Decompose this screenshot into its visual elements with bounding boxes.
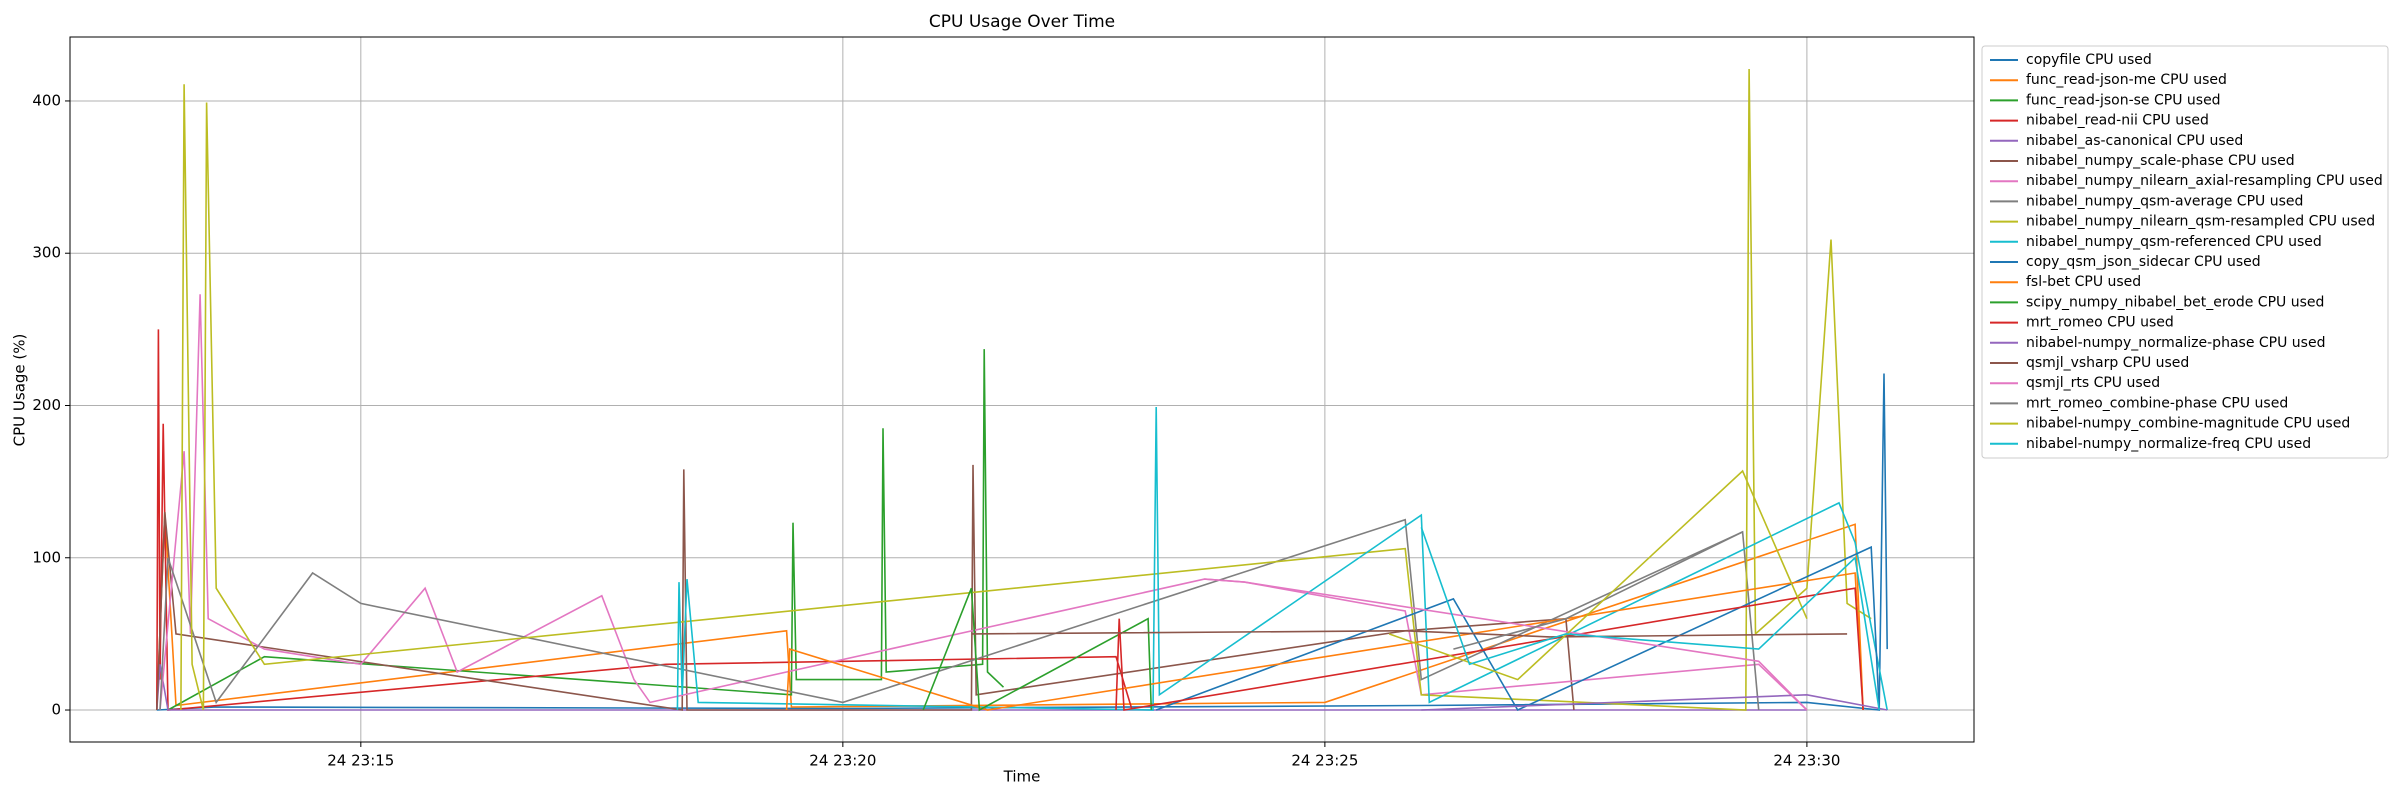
plot-lines xyxy=(156,68,1888,712)
legend-label: qsmjl_rts CPU used xyxy=(2026,375,2160,391)
legend-label: qsmjl_vsharp CPU used xyxy=(2026,355,2189,371)
series-line xyxy=(1388,469,1808,681)
series-line xyxy=(156,464,1575,711)
x-tick-label: 24 23:15 xyxy=(327,752,394,770)
x-tick-label: 24 23:20 xyxy=(809,752,876,770)
plot-frame xyxy=(69,36,1975,743)
x-axis-label: Time xyxy=(1003,768,1041,786)
legend-label: func_read-json-se CPU used xyxy=(2026,92,2221,108)
y-tick-label: 300 xyxy=(32,244,61,262)
series-line xyxy=(1421,693,1888,711)
legend-label: nibabel_numpy_nilearn_qsm-resampled CPU … xyxy=(2026,214,2375,230)
series-line xyxy=(922,587,1153,712)
series-line xyxy=(167,349,1005,711)
series-line xyxy=(676,406,1888,711)
x-tick-label: 24 23:30 xyxy=(1773,752,1840,770)
chart-title: CPU Usage Over Time xyxy=(929,12,1115,32)
y-tick-label: 400 xyxy=(32,91,61,109)
series-line xyxy=(180,68,1872,711)
y-axis-label: CPU Usage (%) xyxy=(11,334,29,447)
legend-box xyxy=(1981,45,2389,459)
legend-label: func_read-json-me CPU used xyxy=(2026,72,2227,88)
y-tick-label: 100 xyxy=(32,548,61,566)
legend-label: nibabel-numpy_combine-magnitude CPU used xyxy=(2026,416,2350,432)
legend-label: nibabel-numpy_normalize-freq CPU used xyxy=(2026,436,2311,452)
series-line xyxy=(1453,531,1743,650)
legend-label: nibabel_as-canonical CPU used xyxy=(2026,133,2243,149)
grid: 0 100 200 300 400 24 23:15 24 23:20 24 23:25 24 … xyxy=(32,37,1974,770)
series-line xyxy=(1420,527,1880,711)
legend-label: nibabel-numpy_normalize-phase CPU used xyxy=(2026,335,2325,351)
x-tick-label: 24 23:25 xyxy=(1291,752,1358,770)
series-line xyxy=(1115,587,1864,711)
y-tick-label: 0 xyxy=(51,701,61,719)
series-line xyxy=(1204,578,1808,711)
legend-label: nibabel_numpy_qsm-average CPU used xyxy=(2026,193,2303,209)
series-line xyxy=(156,329,1133,711)
legend-label: nibabel_numpy_qsm-referenced CPU used xyxy=(2026,234,2322,250)
legend-label: fsl-bet CPU used xyxy=(2026,274,2141,290)
series-line xyxy=(159,294,1808,711)
legend-label: nibabel_numpy_nilearn_axial-resampling C… xyxy=(2026,173,2383,189)
legend-label: nibabel_read-nii CPU used xyxy=(2026,113,2209,129)
series-line xyxy=(1155,545,1880,712)
legend: copyfile CPU used func_read-json-me CPU u… xyxy=(1981,45,2389,459)
legend-label: mrt_romeo_combine-phase CPU used xyxy=(2026,395,2288,411)
legend-label: nibabel_numpy_scale-phase CPU used xyxy=(2026,153,2295,169)
legend-label: copy_qsm_json_sidecar CPU used xyxy=(2026,254,2261,270)
y-tick-label: 200 xyxy=(32,396,61,414)
legend-label: copyfile CPU used xyxy=(2026,52,2152,68)
legend-label: scipy_numpy_nibabel_bet_erode CPU used xyxy=(2026,294,2324,310)
legend-label: mrt_romeo CPU used xyxy=(2026,315,2174,331)
series-line xyxy=(971,629,1848,638)
